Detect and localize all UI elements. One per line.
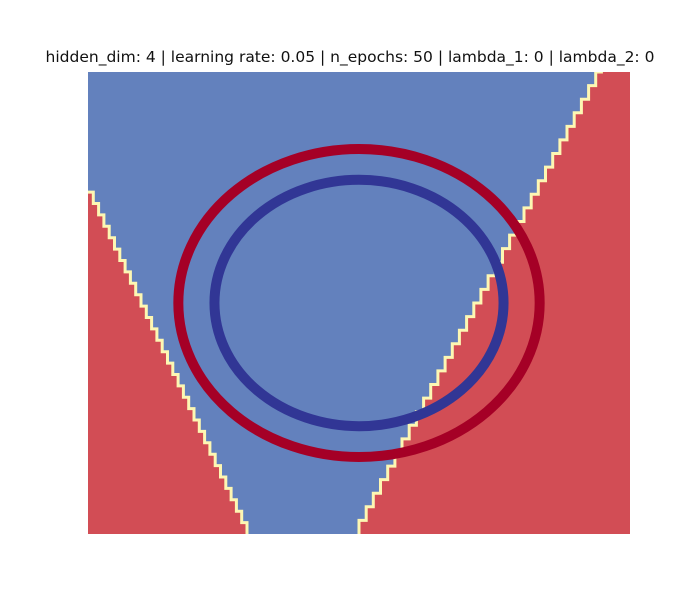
outer-ring: [173, 144, 545, 462]
plot-area: [88, 72, 630, 534]
region-class-0-right: [359, 72, 630, 534]
inner-ring: [209, 174, 509, 432]
decision-boundary-left: [88, 190, 249, 534]
chart-title: hidden_dim: 4 | learning rate: 0.05 | n_…: [45, 48, 655, 66]
